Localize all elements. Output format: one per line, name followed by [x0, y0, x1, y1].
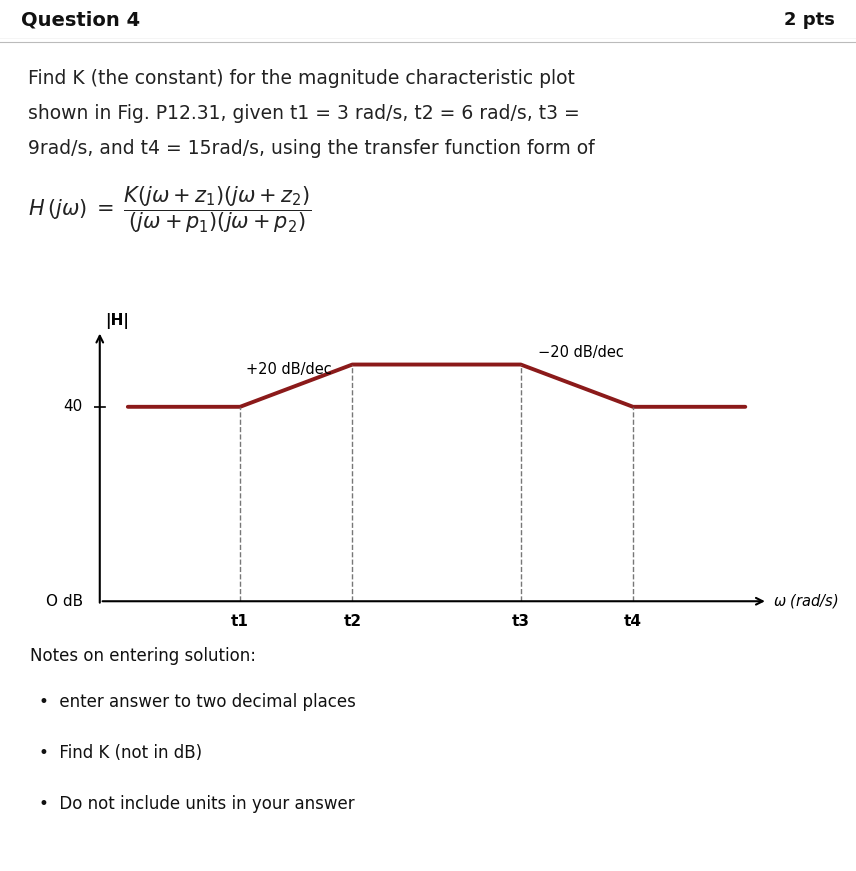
Text: Question 4: Question 4: [21, 10, 140, 29]
Text: +20 dB/dec: +20 dB/dec: [246, 362, 331, 377]
Text: •  Find K (not in dB): • Find K (not in dB): [39, 744, 202, 762]
Text: $\omega$ (rad/s): $\omega$ (rad/s): [773, 592, 839, 611]
Text: shown in Fig. P12.31, given t1 = 3 rad/s, t2 = 6 rad/s, t3 =: shown in Fig. P12.31, given t1 = 3 rad/s…: [28, 105, 580, 124]
Text: t4: t4: [624, 614, 642, 629]
Text: 2 pts: 2 pts: [784, 10, 835, 29]
Text: −20 dB/dec: −20 dB/dec: [538, 345, 623, 361]
Text: t1: t1: [231, 614, 249, 629]
Text: t3: t3: [512, 614, 530, 629]
Text: •  enter answer to two decimal places: • enter answer to two decimal places: [39, 693, 355, 711]
Text: O dB: O dB: [46, 594, 83, 609]
Text: •  Do not include units in your answer: • Do not include units in your answer: [39, 795, 354, 814]
Text: 40: 40: [63, 399, 83, 415]
Text: 9rad/s, and t4 = 15rad/s, using the transfer function form of: 9rad/s, and t4 = 15rad/s, using the tran…: [28, 139, 595, 159]
Text: $H\,(j\omega)\;=\;\dfrac{K(j\omega+z_1)(j\omega+z_2)}{(j\omega+p_1)(j\omega+p_2): $H\,(j\omega)\;=\;\dfrac{K(j\omega+z_1)(…: [28, 185, 312, 235]
Text: Notes on entering solution:: Notes on entering solution:: [30, 646, 256, 665]
Text: Find K (the constant) for the magnitude characteristic plot: Find K (the constant) for the magnitude …: [28, 70, 575, 88]
Text: t2: t2: [343, 614, 361, 629]
Text: |H|: |H|: [105, 313, 129, 328]
